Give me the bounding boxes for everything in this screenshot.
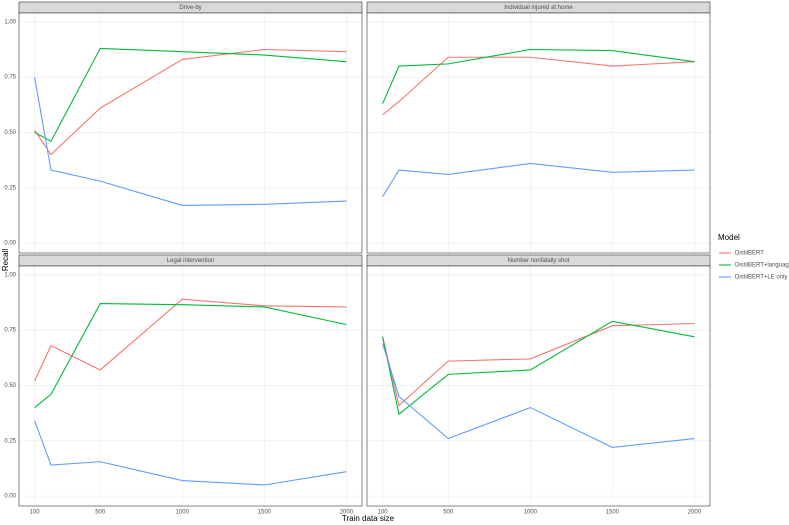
panel-title: Drive-by (179, 5, 201, 11)
x-axis-label: Train data size (342, 514, 395, 523)
series-line (34, 298, 347, 382)
series-line (34, 77, 347, 206)
series-line (34, 303, 347, 408)
panel (19, 266, 362, 506)
x-tick-label: 2000 (340, 510, 354, 516)
panel-border (366, 265, 711, 507)
panel (367, 13, 710, 253)
y-tick-label: 0.75 (4, 328, 16, 334)
series-line (382, 320, 695, 416)
legend-title: Model (718, 233, 740, 242)
panel-border (18, 265, 363, 507)
panel-border (366, 12, 711, 254)
y-tick-label: 1.00 (4, 272, 16, 278)
y-tick-label: 0.50 (4, 130, 16, 136)
panel-border (18, 12, 363, 254)
series-line (382, 48, 695, 104)
y-tick-label: 0.75 (4, 75, 16, 81)
legend-label: DistilBERT (735, 251, 764, 257)
x-tick-label: 2000 (688, 510, 702, 516)
panel-title: Legal intervention (167, 258, 214, 264)
x-tick-label: 500 (443, 510, 454, 516)
series-line (382, 343, 695, 448)
panel (367, 266, 710, 506)
series-line (382, 162, 695, 197)
panel (19, 13, 362, 253)
x-tick-label: 500 (95, 510, 106, 516)
y-tick-label: 1.00 (4, 19, 16, 25)
legend-label: DistilBERT+LE only (735, 275, 787, 281)
series-line (34, 47, 347, 143)
y-tick-label: 0.25 (4, 438, 16, 444)
y-tick-label: 0.25 (4, 185, 16, 191)
x-tick-label: 1000 (176, 510, 190, 516)
legend-label: DistilBERT+language (735, 263, 789, 269)
y-tick-label: 0.50 (4, 383, 16, 389)
y-axis-label: Recall (1, 249, 10, 271)
x-tick-label: 1000 (524, 510, 538, 516)
x-tick-label: 1500 (258, 510, 272, 516)
x-tick-label: 100 (30, 510, 41, 516)
panel-title: Individual injured at home (504, 5, 573, 11)
y-tick-label: 0.00 (4, 494, 16, 500)
x-tick-label: 100 (378, 510, 389, 516)
y-tick-label: 0.00 (4, 241, 16, 247)
x-tick-label: 1500 (606, 510, 620, 516)
series-line (382, 322, 695, 407)
panel-title: Number nonfatally shot (508, 258, 570, 264)
series-line (34, 420, 347, 486)
series-line (34, 48, 347, 156)
